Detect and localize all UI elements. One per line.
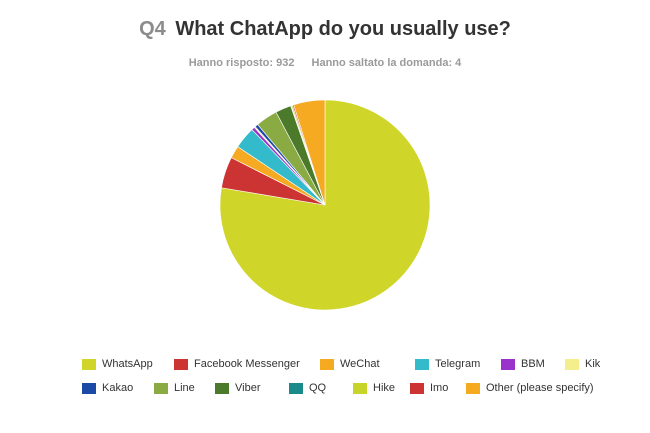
legend-swatch — [565, 358, 579, 370]
legend-swatch — [215, 382, 229, 394]
legend-swatch — [289, 382, 303, 394]
legend-item: WeChat — [320, 358, 415, 370]
legend-label: BBM — [521, 358, 545, 370]
legend-label: Imo — [430, 382, 449, 394]
legend-swatch — [320, 358, 334, 370]
legend-label: Other (please specify) — [486, 382, 594, 394]
legend-item: Hike — [353, 382, 410, 394]
legend-swatch — [353, 382, 367, 394]
legend-item: BBM — [501, 358, 565, 370]
answered-count: Hanno risposto: 932 — [188, 57, 295, 69]
legend-swatch — [410, 382, 424, 394]
legend-label: WeChat — [340, 358, 380, 370]
legend-item: Kakao — [82, 382, 154, 394]
legend-label: Line — [174, 382, 195, 394]
legend-swatch — [82, 382, 96, 394]
legend-label: Viber — [235, 382, 261, 394]
legend-swatch — [415, 358, 429, 370]
legend-swatch — [466, 382, 480, 394]
legend-label: Kakao — [102, 382, 134, 394]
legend-label: Telegram — [435, 358, 481, 370]
skipped-count: Hanno saltato la domanda: 4 — [311, 57, 462, 69]
legend-swatch — [174, 358, 188, 370]
legend-item: Viber — [215, 382, 289, 394]
legend-item: Line — [154, 382, 215, 394]
legend-swatch — [501, 358, 515, 370]
legend-item: Kik — [565, 358, 605, 370]
legend-item: Facebook Messenger — [174, 358, 320, 370]
chart-legend: WhatsApp Facebook Messenger WeChat Telegram… — [82, 352, 642, 400]
question-number: Q4 — [139, 18, 166, 40]
question-text: What ChatApp do you usually use? — [175, 18, 511, 40]
legend-item: Telegram — [415, 358, 501, 370]
pie-slice-other-please-specify — [293, 99, 326, 206]
legend-item: Other (please specify) — [466, 382, 606, 394]
legend-label: Facebook Messenger — [194, 358, 300, 370]
legend-swatch — [154, 382, 168, 394]
legend-item: QQ — [289, 382, 353, 394]
page-title: Q4 What ChatApp do you usually use? — [0, 18, 650, 41]
legend-item: WhatsApp — [82, 358, 174, 370]
legend-row: WhatsApp Facebook Messenger WeChat Telegram… — [82, 352, 642, 376]
legend-label: Kik — [585, 358, 601, 370]
legend-label: QQ — [309, 382, 327, 394]
legend-row: Kakao Line Viber QQ Hike Imo Other (please spe… — [82, 376, 642, 400]
legend-label: Hike — [373, 382, 396, 394]
pie-slice-whatsapp — [219, 99, 431, 311]
legend-swatch — [82, 358, 96, 370]
pie-chart — [219, 99, 431, 311]
response-stats: Hanno risposto: 932 Hanno saltato la dom… — [0, 57, 650, 69]
legend-label: WhatsApp — [102, 358, 153, 370]
legend-item: Imo — [410, 382, 466, 394]
